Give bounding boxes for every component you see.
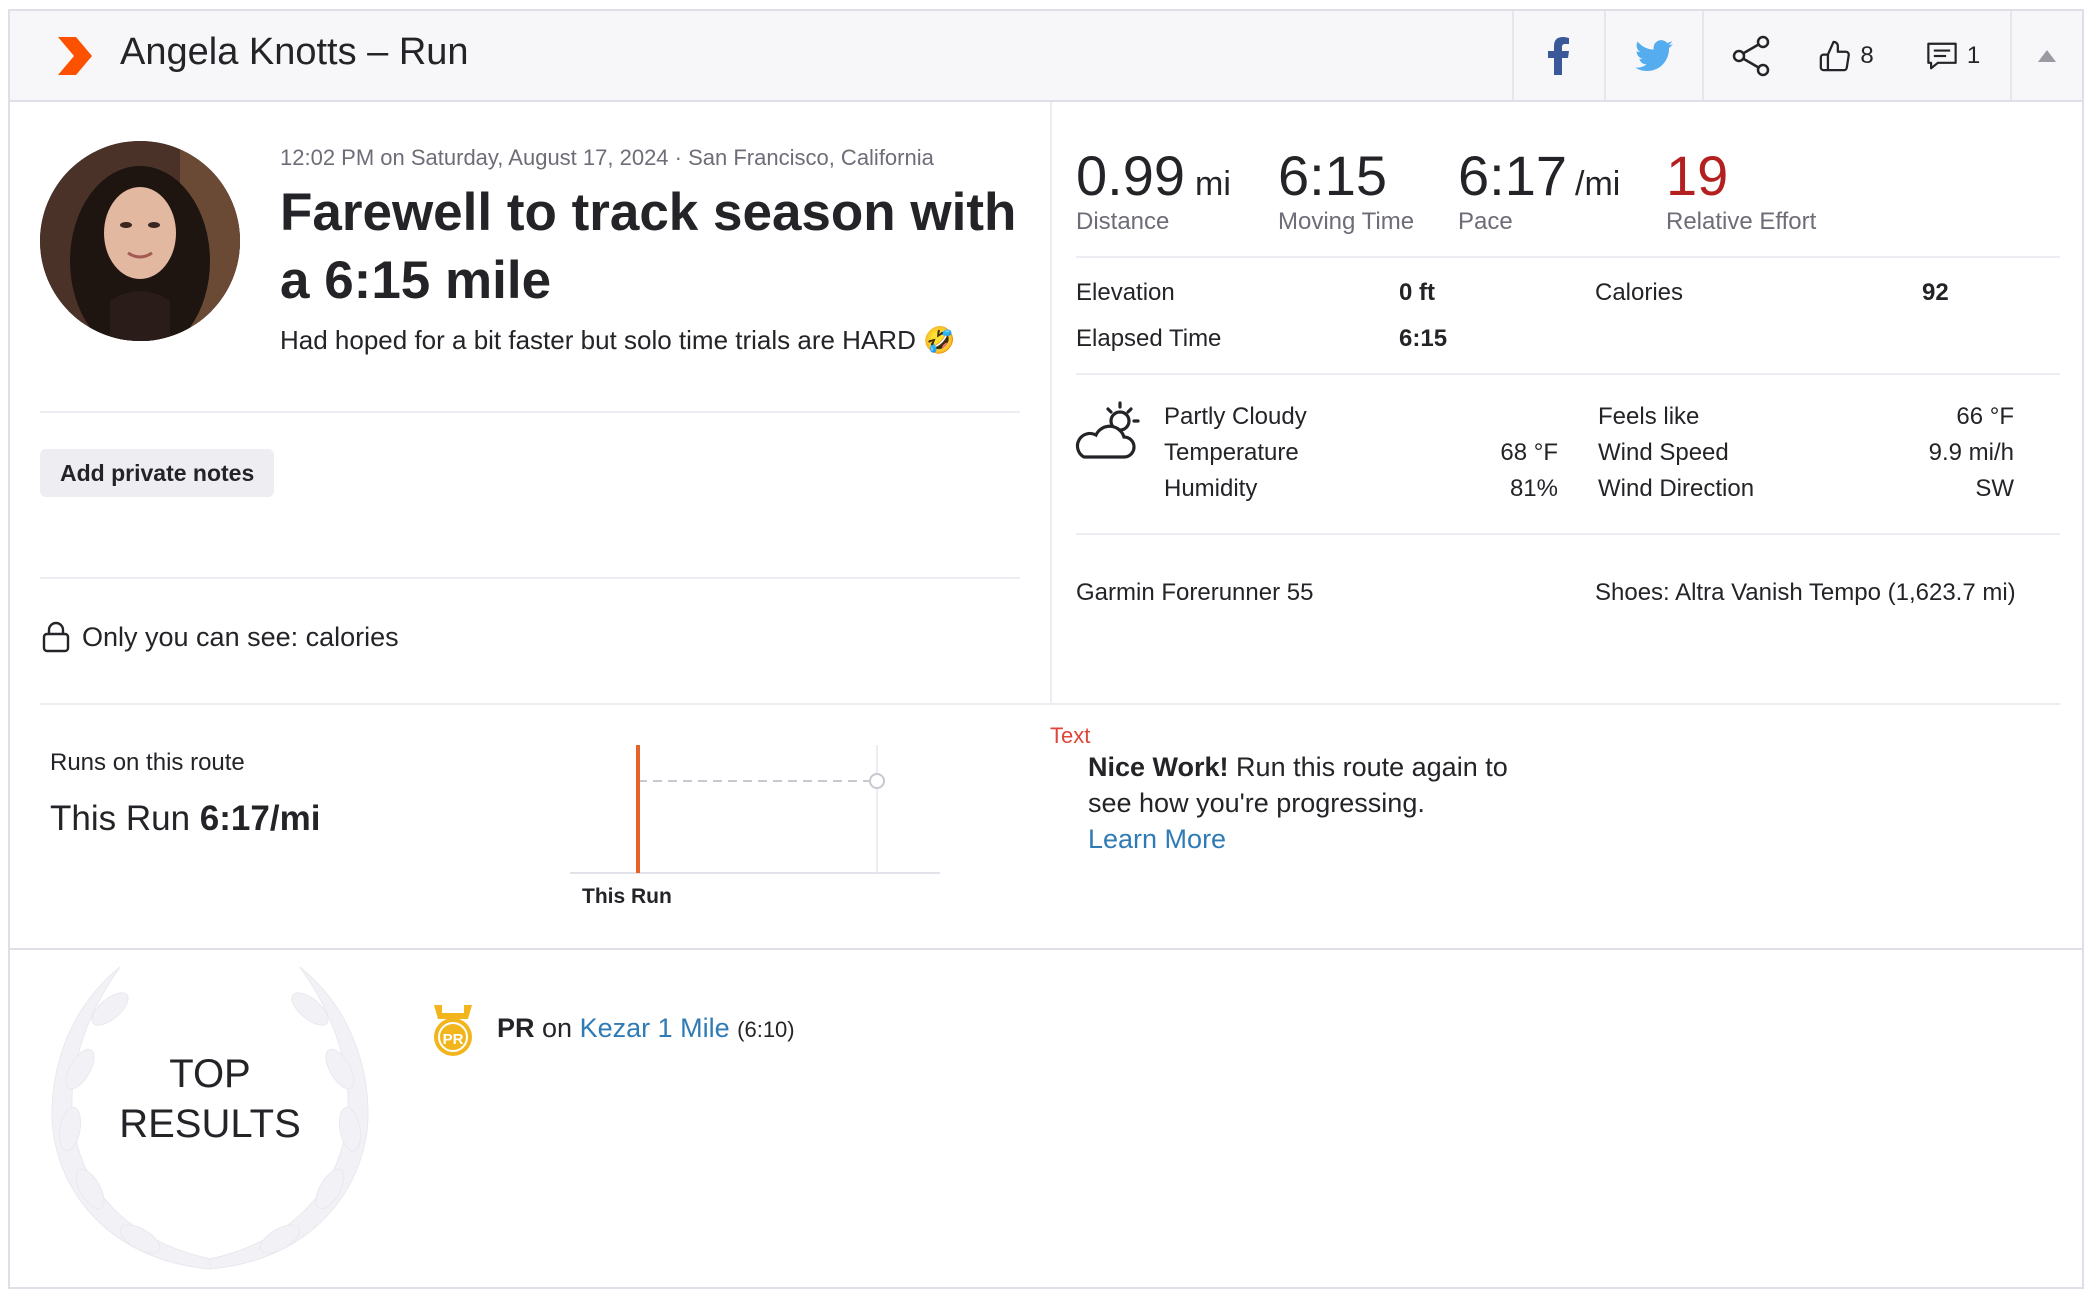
- twitter-icon: [1635, 39, 1673, 71]
- athlete-avatar[interactable]: [40, 141, 240, 341]
- wind-direction-label: Wind Direction: [1598, 475, 1755, 502]
- add-private-notes-button[interactable]: Add private notes: [40, 449, 275, 497]
- pr-medal-icon: PR: [434, 1005, 472, 1056]
- divider: [40, 577, 1020, 579]
- distance-unit: mi: [1195, 165, 1231, 203]
- pr-on: on: [534, 1013, 580, 1043]
- activity-header: Angela Knotts – Run 8: [10, 11, 2082, 102]
- pr-medal-text: PR: [443, 1031, 464, 1048]
- activity-title: Farewell to track season with a 6:15 mil…: [280, 179, 1016, 315]
- humidity-value: 81%: [1509, 475, 1558, 502]
- pr-time: (6:10): [737, 1017, 795, 1042]
- elevation-value: 0 ft: [1399, 279, 1435, 306]
- wind-speed-value: 9.9 mi/h: [1928, 439, 2014, 466]
- route-this-run: This Run 6:17/mi: [50, 799, 320, 839]
- distance-label: Distance: [1076, 208, 1170, 235]
- weather-condition: Partly Cloudy: [1164, 403, 1307, 430]
- strava-run-icon: [58, 37, 92, 75]
- pr-segment-link[interactable]: Kezar 1 Mile: [579, 1013, 730, 1043]
- pace-value: 6:17: [1458, 144, 1567, 207]
- activity-title-line-2: a 6:15 mile: [280, 251, 552, 310]
- pr-result: PR on Kezar 1 Mile (6:10): [497, 1013, 795, 1044]
- share-button[interactable]: [1702, 11, 1797, 100]
- pr-label: PR: [497, 1013, 535, 1043]
- route-chart-x-label: This Run: [582, 885, 672, 908]
- section-divider: [10, 948, 2082, 950]
- route-chart-point[interactable]: [869, 773, 885, 789]
- activity-description: Had hoped for a bit faster but solo time…: [280, 325, 955, 356]
- kudos-count: 8: [1860, 41, 1874, 69]
- pace-label: Pace: [1458, 208, 1513, 235]
- device-name: Garmin Forerunner 55: [1076, 579, 1314, 606]
- comment-icon: [1927, 42, 1957, 69]
- top-results-badge: TOP RESULTS: [100, 1049, 320, 1149]
- moving-time-label: Moving Time: [1278, 208, 1415, 235]
- elevation-label: Elevation: [1076, 279, 1175, 306]
- lock-icon: [42, 621, 70, 653]
- divider: [40, 411, 1020, 413]
- distance-value: 0.99: [1076, 144, 1185, 207]
- route-heading: Runs on this route: [50, 749, 245, 776]
- divider: [1076, 533, 2060, 535]
- share-icon: [1732, 35, 1769, 76]
- header-title: Angela Knotts – Run: [120, 31, 469, 73]
- wind-speed-label: Wind Speed: [1598, 439, 1729, 466]
- pace-unit: /mi: [1575, 165, 1621, 203]
- top-results-line1: TOP: [169, 1052, 251, 1096]
- divider: [1076, 256, 2060, 258]
- learn-more-link[interactable]: Learn More: [1088, 824, 1227, 854]
- stat-distance: 0.99 mi Distance: [1076, 143, 1231, 236]
- facebook-icon: [1548, 36, 1569, 75]
- route-this-run-label: This Run: [50, 799, 191, 838]
- comments-button[interactable]: 1: [1895, 11, 2012, 100]
- activity-datetime-location: 12:02 PM on Saturday, August 17, 2024 · …: [280, 145, 934, 170]
- promo-line2: see how you're progressing.: [1088, 788, 1425, 818]
- relative-effort-label: Relative Effort: [1666, 208, 1817, 235]
- temperature-label: Temperature: [1164, 439, 1299, 466]
- caret-up-icon: [2038, 49, 2056, 62]
- promo-tag: Text: [1050, 723, 1091, 748]
- activity-title-line-1: Farewell to track season with: [280, 183, 1017, 242]
- promo-line1: Run this route again to: [1228, 752, 1508, 782]
- moving-time-value: 6:15: [1278, 144, 1387, 207]
- stat-moving-time: 6:15 Moving Time: [1278, 143, 1414, 236]
- activity-card: Angela Knotts – Run 8: [8, 9, 2084, 1289]
- calories-value: 92: [1922, 279, 1949, 306]
- shoes-info: Shoes: Altra Vanish Tempo (1,623.7 mi): [1595, 579, 2016, 606]
- divider: [40, 703, 2060, 705]
- humidity-label: Humidity: [1164, 475, 1258, 502]
- facebook-share-button[interactable]: [1512, 11, 1604, 100]
- laurel-wreath-icon: [51, 966, 369, 1270]
- wind-direction-value: SW: [1975, 475, 2014, 502]
- stat-relative-effort[interactable]: 19 Relative Effort: [1666, 143, 1816, 236]
- route-chart: [570, 745, 940, 874]
- visibility-note-text: Only you can see: calories: [82, 621, 399, 652]
- panel-divider: [1050, 102, 1052, 703]
- comments-count: 1: [1966, 41, 1981, 69]
- top-results-line2: RESULTS: [119, 1102, 301, 1146]
- promo-message: Nice Work! Run this route again to see h…: [1088, 749, 1508, 857]
- avatar-image: [40, 141, 240, 341]
- calories-label: Calories: [1595, 279, 1684, 306]
- route-this-run-pace: 6:17/mi: [199, 799, 321, 838]
- feels-like-value: 66 °F: [1956, 403, 2014, 430]
- description-text: Had hoped for a bit faster but solo time…: [280, 325, 916, 355]
- collapse-button[interactable]: [2012, 11, 2082, 100]
- elapsed-time-value: 6:15: [1399, 325, 1448, 352]
- elapsed-time-label: Elapsed Time: [1076, 325, 1222, 352]
- visibility-note: Only you can see: calories: [42, 621, 399, 653]
- kudos-button[interactable]: 8: [1797, 11, 1895, 100]
- thumbs-up-icon: [1820, 40, 1851, 71]
- relative-effort-value: 19: [1666, 144, 1729, 207]
- temperature-value: 68 °F: [1500, 439, 1558, 466]
- feels-like-label: Feels like: [1598, 403, 1700, 430]
- divider: [1076, 373, 2060, 375]
- twitter-share-button[interactable]: [1604, 11, 1702, 100]
- partly-cloudy-icon: [1075, 401, 1140, 459]
- promo-bold: Nice Work!: [1088, 752, 1229, 782]
- stat-pace: 6:17/mi Pace: [1458, 143, 1620, 236]
- rofl-emoji-icon: 🤣: [923, 325, 956, 355]
